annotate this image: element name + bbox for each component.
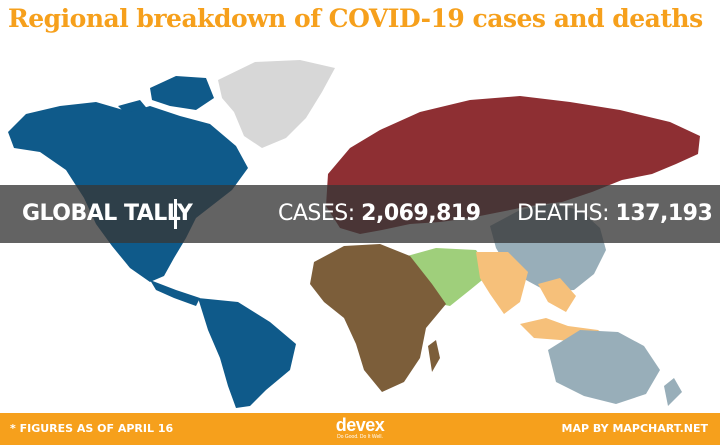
deaths-label: DEATHS: bbox=[517, 201, 610, 226]
tally-separator bbox=[174, 199, 177, 229]
logo-tagline: Do Good. Do It Well. bbox=[337, 434, 383, 440]
new-zealand bbox=[664, 378, 682, 406]
australia-region bbox=[548, 330, 660, 404]
global-tally-banner: GLOBAL TALLY CASES: 2,069,819 DEATHS: 13… bbox=[0, 185, 720, 243]
logo-word: devex bbox=[335, 415, 385, 435]
africa-region bbox=[310, 244, 446, 392]
footer-bar: * FIGURES AS OF APRIL 16 devex Do Good. … bbox=[0, 413, 720, 445]
map-title: Regional breakdown of COVID-19 cases and… bbox=[8, 4, 703, 33]
south-east-asia-region bbox=[476, 252, 576, 314]
deaths-stat: DEATHS: 137,193 bbox=[517, 185, 713, 243]
south-america-region bbox=[198, 298, 296, 408]
figures-note: * FIGURES AS OF APRIL 16 bbox=[10, 422, 174, 435]
world-map bbox=[8, 60, 700, 408]
devex-logo: devex Do Good. Do It Well. bbox=[332, 416, 388, 441]
cases-value: 2,069,819 bbox=[361, 201, 481, 226]
madagascar bbox=[428, 340, 440, 372]
cases-stat: CASES: 2,069,819 bbox=[278, 185, 481, 243]
cases-label: CASES: bbox=[278, 201, 355, 226]
greenland-region bbox=[218, 60, 335, 148]
global-tally-label: GLOBAL TALLY bbox=[22, 201, 193, 226]
deaths-value: 137,193 bbox=[615, 201, 713, 226]
map-credit: MAP BY MAPCHART.NET bbox=[561, 422, 708, 435]
central-america-region bbox=[150, 280, 200, 306]
